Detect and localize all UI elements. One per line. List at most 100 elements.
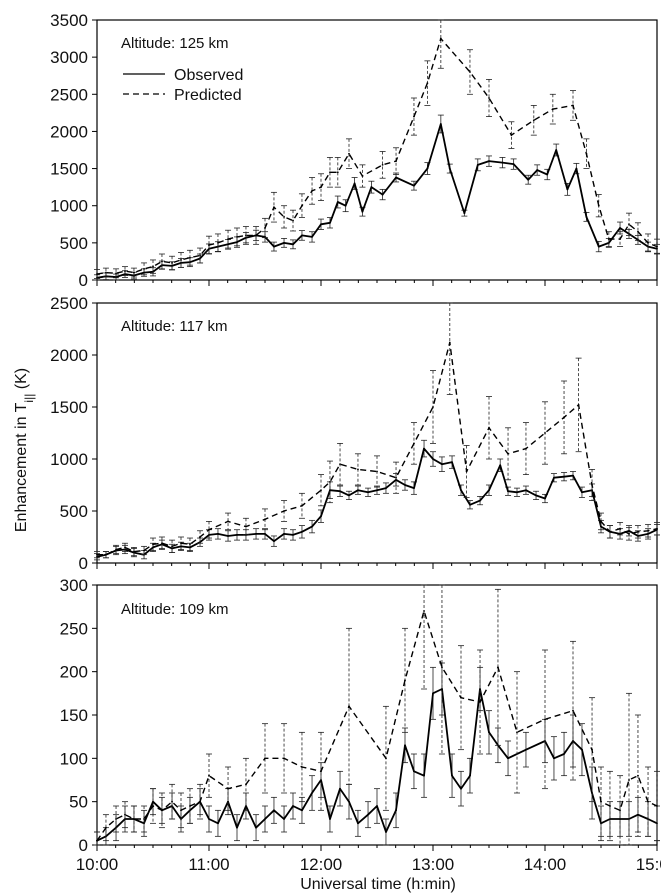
point-observed-117km-49 bbox=[553, 476, 555, 479]
point-observed-125km-24 bbox=[320, 223, 322, 226]
point-observed-125km-47 bbox=[575, 167, 578, 170]
point-observed-109km-41 bbox=[479, 688, 481, 690]
point-observed-125km-43 bbox=[536, 169, 539, 171]
point-predicted-109km-11 bbox=[199, 800, 201, 803]
point-observed-109km-45 bbox=[525, 748, 527, 751]
point-predicted-117km-14 bbox=[245, 525, 247, 528]
point-predicted-117km-6 bbox=[152, 543, 154, 546]
point-observed-117km-31 bbox=[385, 487, 387, 490]
point-observed-109km-48 bbox=[563, 753, 565, 755]
point-observed-117km-28 bbox=[357, 489, 359, 492]
point-observed-117km-34 bbox=[413, 487, 415, 490]
point-predicted-125km-17 bbox=[255, 234, 257, 237]
y-tick-label-125km-0: 0 bbox=[79, 271, 88, 290]
point-predicted-125km-31 bbox=[413, 115, 415, 118]
point-predicted-117km-35 bbox=[600, 520, 602, 523]
point-observed-117km-24 bbox=[320, 515, 322, 518]
point-observed-125km-33 bbox=[413, 184, 415, 187]
point-predicted-125km-36 bbox=[510, 134, 513, 137]
point-predicted-117km-12 bbox=[208, 528, 210, 531]
y-tick-label-109km-250: 250 bbox=[60, 619, 88, 638]
point-predicted-125km-22 bbox=[301, 204, 303, 207]
line-predicted-117km bbox=[97, 341, 658, 556]
point-predicted-109km-32 bbox=[609, 805, 611, 807]
legend-predicted-label: Predicted bbox=[174, 87, 242, 104]
point-observed-117km-22 bbox=[301, 530, 303, 533]
y-tick-label-117km-1000: 1000 bbox=[50, 450, 88, 469]
point-predicted-125km-34 bbox=[469, 71, 471, 73]
point-observed-125km-39 bbox=[488, 160, 490, 163]
point-observed-125km-31 bbox=[381, 193, 384, 196]
point-predicted-125km-28 bbox=[361, 175, 364, 177]
point-predicted-109km-27 bbox=[516, 731, 518, 734]
series-predicted-117km bbox=[94, 302, 660, 559]
point-predicted-109km-1 bbox=[105, 826, 107, 829]
y-tick-label-109km-50: 50 bbox=[69, 793, 88, 812]
point-predicted-125km-3 bbox=[124, 270, 126, 272]
series-observed-125km bbox=[94, 114, 660, 281]
point-observed-117km-20 bbox=[283, 532, 285, 535]
point-predicted-117km-2 bbox=[115, 548, 117, 551]
y-tick-label-117km-1500: 1500 bbox=[50, 398, 88, 417]
point-predicted-109km-31 bbox=[600, 800, 602, 803]
point-observed-125km-32 bbox=[395, 176, 397, 179]
point-predicted-125km-44 bbox=[628, 223, 630, 226]
point-observed-117km-45 bbox=[516, 491, 518, 494]
point-predicted-125km-20 bbox=[283, 215, 285, 218]
point-predicted-117km-31 bbox=[544, 432, 546, 434]
point-observed-125km-41 bbox=[512, 163, 515, 166]
panel-109km-series bbox=[94, 584, 660, 846]
point-observed-117km-19 bbox=[273, 540, 275, 543]
point-predicted-109km-12 bbox=[208, 774, 210, 777]
point-predicted-117km-13 bbox=[227, 520, 229, 523]
point-observed-109km-35 bbox=[423, 774, 425, 777]
point-predicted-117km-24 bbox=[413, 442, 415, 445]
line-observed-117km bbox=[96, 447, 658, 558]
point-observed-125km-55 bbox=[656, 247, 658, 250]
point-predicted-117km-38 bbox=[628, 532, 630, 535]
point-predicted-125km-25 bbox=[329, 171, 331, 174]
point-predicted-125km-9 bbox=[180, 259, 182, 261]
point-predicted-117km-1 bbox=[105, 553, 107, 556]
point-observed-125km-51 bbox=[619, 227, 621, 229]
point-predicted-117km-19 bbox=[329, 480, 331, 483]
point-predicted-125km-7 bbox=[161, 260, 163, 263]
panel-109km: 0 50 100 150 200 250 300 10:00 11:00 12:00 13:00 14… bbox=[60, 576, 661, 874]
point-observed-125km-26 bbox=[336, 201, 339, 203]
y-tick-label-125km-2500: 2500 bbox=[50, 85, 88, 104]
point-observed-125km-30 bbox=[370, 186, 373, 189]
point-predicted-117km-30 bbox=[525, 447, 527, 450]
point-observed-117km-52 bbox=[581, 491, 583, 494]
point-observed-117km-17 bbox=[255, 532, 257, 535]
point-observed-125km-45 bbox=[555, 149, 558, 151]
point-predicted-117km-10 bbox=[189, 543, 191, 546]
point-predicted-109km-23 bbox=[441, 666, 443, 669]
point-observed-117km-48 bbox=[544, 497, 546, 500]
y-tick-label-109km-0: 0 bbox=[79, 836, 88, 855]
point-observed-109km-27 bbox=[348, 800, 350, 803]
point-observed-109km-20 bbox=[283, 818, 285, 820]
point-observed-109km-29 bbox=[367, 813, 369, 816]
y-axis-title-main: Enhancement in T bbox=[13, 402, 30, 532]
y-tick-label-125km-3500: 3500 bbox=[50, 11, 88, 30]
point-predicted-125km-18 bbox=[264, 227, 266, 229]
point-observed-109km-50 bbox=[581, 748, 583, 751]
point-observed-117km-37 bbox=[441, 463, 443, 466]
point-observed-125km-37 bbox=[463, 212, 466, 215]
point-predicted-125km-47 bbox=[656, 245, 658, 248]
point-observed-117km-6 bbox=[152, 546, 154, 549]
point-predicted-125km-4 bbox=[133, 271, 135, 274]
y-tick-label-125km-2000: 2000 bbox=[50, 122, 88, 141]
point-observed-109km-17 bbox=[255, 826, 257, 829]
point-predicted-109km-37 bbox=[656, 805, 658, 807]
point-predicted-125km-46 bbox=[647, 241, 649, 244]
x-tick-label-1500: 15:00 bbox=[636, 855, 661, 874]
point-observed-125km-29 bbox=[361, 210, 364, 213]
point-predicted-117km-37 bbox=[619, 527, 621, 530]
point-observed-109km-49 bbox=[572, 740, 574, 742]
point-observed-125km-21 bbox=[292, 243, 294, 246]
point-observed-109km-18 bbox=[264, 818, 266, 820]
point-observed-109km-12 bbox=[208, 818, 210, 820]
point-observed-125km-44 bbox=[546, 173, 549, 176]
